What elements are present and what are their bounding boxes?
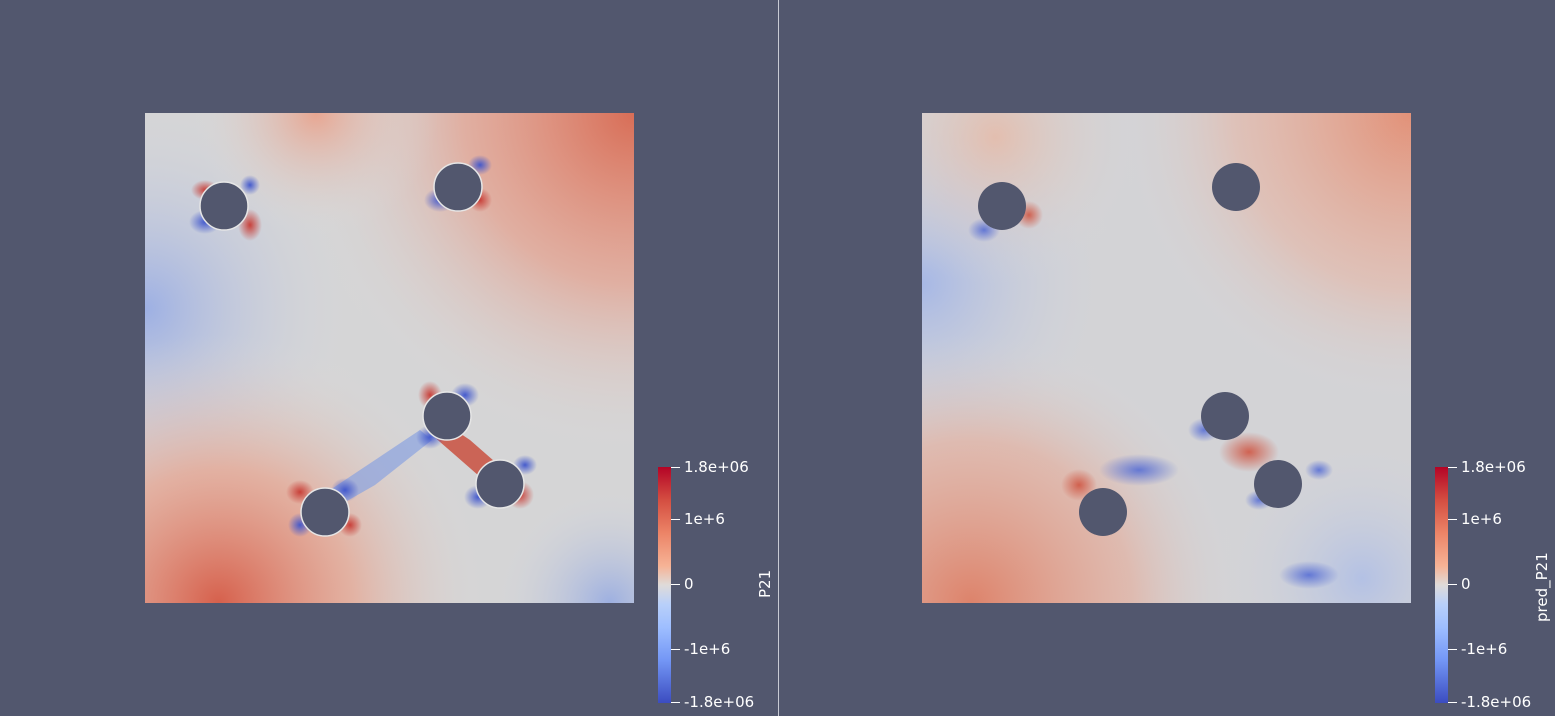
colorbar-tick-label: 1e+6 — [684, 510, 725, 528]
holes — [199, 162, 525, 537]
left-render-view[interactable]: 1.8e+06 1e+6 0 -1e+6 -1.8e+06 P21 — [0, 0, 778, 716]
colorbar-title: pred_P21 — [1533, 552, 1551, 622]
colorbar-tick — [671, 467, 680, 468]
colorbar-tick-label: -1e+6 — [684, 640, 731, 658]
colorbar-tick — [671, 519, 680, 520]
hole — [475, 459, 525, 509]
colorbar-max-label: 1.8e+06 — [684, 458, 749, 476]
colorbar-tick — [671, 702, 680, 703]
holes — [978, 163, 1302, 536]
colorbar-tick — [1448, 702, 1457, 703]
colorbar-tick-label: 0 — [684, 575, 694, 593]
hole — [978, 182, 1026, 230]
pred-p21-field-plot[interactable] — [779, 0, 1555, 716]
colorbar-tick — [1448, 649, 1457, 650]
colorbar-min-label: -1.8e+06 — [1461, 693, 1532, 711]
colorbar-gradient — [658, 467, 671, 703]
hole — [1201, 392, 1249, 440]
colorbar-tick — [671, 649, 680, 650]
colorbar-tick — [671, 584, 680, 585]
hole — [1254, 460, 1302, 508]
hole — [433, 162, 483, 212]
hole — [422, 391, 472, 441]
colorbar-tick-label: 0 — [1461, 575, 1471, 593]
colorbar-tick — [1448, 584, 1457, 585]
hole — [1212, 163, 1260, 211]
hole — [300, 487, 350, 537]
colorbar-min-label: -1.8e+06 — [684, 693, 755, 711]
colorbar-gradient — [1435, 467, 1448, 703]
colorbar-tick — [1448, 519, 1457, 520]
hole — [1079, 488, 1127, 536]
colorbar-tick-label: -1e+6 — [1461, 640, 1508, 658]
p21-field-plot[interactable] — [0, 0, 778, 716]
viewport-divider[interactable] — [778, 0, 779, 716]
colorbar-tick-label: 1e+6 — [1461, 510, 1502, 528]
colorbar-tick — [1448, 467, 1457, 468]
hole — [199, 181, 249, 231]
field-square — [922, 113, 1411, 603]
colorbar-max-label: 1.8e+06 — [1461, 458, 1526, 476]
field-square — [145, 113, 634, 603]
colorbar-title: P21 — [756, 569, 774, 598]
right-render-view[interactable]: 1.8e+06 1e+6 0 -1e+6 -1.8e+06 pred_P21 — [779, 0, 1555, 716]
